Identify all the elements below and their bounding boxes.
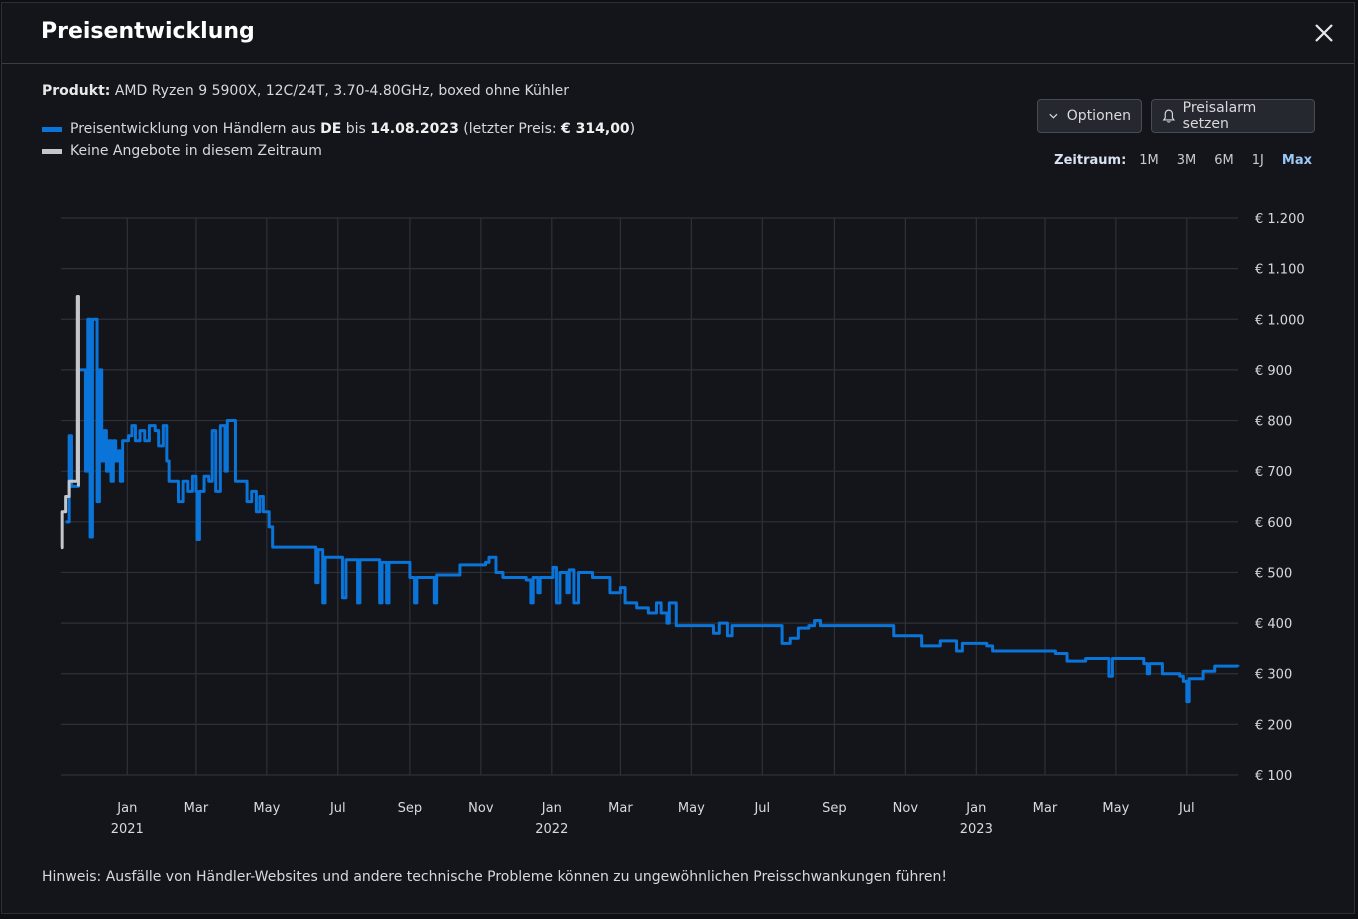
x-tick-label: Jan bbox=[541, 801, 562, 816]
x-tick-label: Nov bbox=[893, 801, 919, 816]
time-range-label: Zeitraum: bbox=[1054, 153, 1127, 168]
close-icon[interactable] bbox=[1312, 21, 1336, 45]
x-tick-label: May bbox=[253, 801, 280, 816]
y-tick-label: € 100 bbox=[1255, 769, 1292, 784]
y-tick-label: € 500 bbox=[1255, 566, 1292, 581]
price-chart[interactable]: € 100 € 200 € 300 € 400 € 500 € 600 € 700 € 800… bbox=[1, 183, 1355, 863]
x-tick-label: May bbox=[678, 801, 705, 816]
y-tick-label: € 200 bbox=[1255, 718, 1292, 733]
range-1j[interactable]: 1J bbox=[1251, 153, 1264, 168]
legend-swatch-gray bbox=[42, 148, 62, 154]
y-tick-label: € 300 bbox=[1255, 668, 1292, 683]
price-alert-label: Preisalarm setzen bbox=[1182, 100, 1257, 132]
y-tick-label: € 900 bbox=[1255, 364, 1292, 379]
x-tick-label: Jul bbox=[753, 801, 770, 816]
product-label: Produkt: bbox=[42, 83, 111, 99]
legend-item-no-offers: Keine Angebote in diesem Zeitraum bbox=[42, 143, 322, 159]
price-alert-button[interactable]: Preisalarm setzen bbox=[1151, 99, 1315, 133]
x-tick-label: Jan bbox=[116, 801, 137, 816]
x-tick-label: Nov bbox=[468, 801, 494, 816]
x-tick-label: Mar bbox=[1033, 801, 1058, 816]
product-name: AMD Ryzen 9 5900X, 12C/24T, 3.70-4.80GHz… bbox=[114, 83, 570, 99]
legend-item-prices: Preisentwicklung von Händlern aus DE bis… bbox=[42, 121, 635, 137]
x-tick-label: Jan bbox=[965, 801, 986, 816]
x-tick-label: Jul bbox=[329, 801, 346, 816]
price-series-line bbox=[65, 317, 1240, 704]
no-offers-series-line bbox=[60, 294, 80, 550]
range-3m[interactable]: 3M bbox=[1176, 153, 1197, 168]
options-label: Optionen bbox=[1066, 108, 1131, 124]
range-6m[interactable]: 6M bbox=[1214, 153, 1234, 168]
x-tick-label: Sep bbox=[822, 801, 847, 816]
options-button[interactable]: Optionen bbox=[1037, 99, 1142, 133]
close-button[interactable] bbox=[1312, 21, 1336, 45]
legend-last-price: € 314,00 bbox=[561, 121, 630, 137]
y-tick-label: € 600 bbox=[1255, 516, 1292, 531]
y-tick-label: € 1.200 bbox=[1255, 212, 1305, 227]
legend-text: (letzter Preis: bbox=[458, 121, 562, 137]
y-tick-label: € 1.000 bbox=[1255, 313, 1305, 328]
hint-text: Hinweis: Ausfälle von Händler-Websites u… bbox=[42, 869, 947, 885]
time-range-selector: Zeitraum: 1M 3M 6M 1J Max bbox=[1054, 153, 1312, 168]
legend-country: DE bbox=[320, 121, 342, 137]
y-tick-label: € 700 bbox=[1255, 465, 1292, 480]
legend-text: Keine Angebote in diesem Zeitraum bbox=[70, 143, 322, 159]
x-tick-year: 2021 bbox=[111, 822, 144, 837]
x-tick-label: Mar bbox=[184, 801, 209, 816]
x-tick-year: 2023 bbox=[960, 822, 993, 837]
bell-icon bbox=[1162, 109, 1176, 123]
dialog-header: Preisentwicklung bbox=[2, 3, 1354, 64]
x-tick-label: Mar bbox=[608, 801, 633, 816]
y-tick-label: € 800 bbox=[1255, 415, 1292, 430]
dialog-title: Preisentwicklung bbox=[41, 19, 255, 44]
x-tick-label: Jul bbox=[1178, 801, 1195, 816]
legend-text: ) bbox=[629, 121, 636, 137]
legend-swatch-blue bbox=[42, 126, 62, 132]
product-info: Produkt: AMD Ryzen 9 5900X, 12C/24T, 3.7… bbox=[42, 83, 569, 99]
legend-date: 14.08.2023 bbox=[370, 121, 459, 137]
y-tick-label: € 400 bbox=[1255, 617, 1292, 632]
legend-text: bis bbox=[341, 121, 371, 137]
x-tick-label: Sep bbox=[398, 801, 423, 816]
range-max[interactable]: Max bbox=[1281, 153, 1312, 168]
y-tick-label: € 1.100 bbox=[1255, 263, 1305, 278]
range-1m[interactable]: 1M bbox=[1139, 153, 1159, 168]
legend-text: Preisentwicklung von Händlern aus bbox=[70, 121, 321, 137]
x-tick-label: May bbox=[1102, 801, 1129, 816]
x-tick-year: 2022 bbox=[535, 822, 568, 837]
chevron-down-icon bbox=[1049, 113, 1058, 119]
